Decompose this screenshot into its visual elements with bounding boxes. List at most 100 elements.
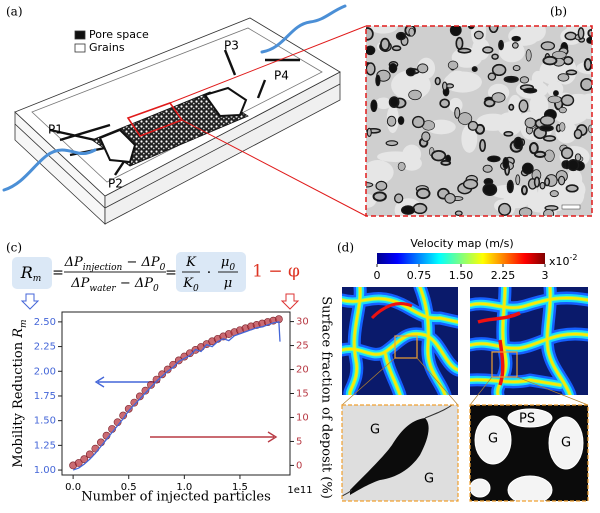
equation-text: Rm	[20, 263, 42, 284]
inset-frame	[341, 404, 459, 502]
pore	[557, 73, 570, 82]
pore	[559, 122, 566, 132]
pore	[454, 210, 463, 216]
pore	[375, 180, 388, 191]
data-point	[130, 398, 139, 407]
chart: 0.0 0.5 1.0 1.5 1.00 1.25 1.50 1.75 2.00 2.25 2.50…	[11, 296, 334, 504]
grain-patch	[461, 124, 478, 153]
flow-channel	[342, 297, 458, 324]
micrograph	[366, 26, 592, 216]
high-velocity	[370, 302, 413, 320]
pore	[491, 63, 507, 77]
pore	[524, 117, 536, 128]
pore	[412, 202, 428, 215]
grain-patch	[547, 81, 564, 98]
zoom-box	[491, 351, 518, 378]
equation-text: ΔPwater − ΔP0	[70, 276, 159, 294]
pore	[518, 207, 533, 216]
pore	[564, 159, 570, 170]
pore	[558, 106, 567, 114]
grain-patch	[508, 94, 523, 121]
pore	[457, 47, 472, 54]
pore	[542, 135, 557, 142]
flow-channel	[470, 296, 588, 309]
equation-part: ΔP	[70, 276, 89, 291]
pore	[434, 76, 441, 86]
equation-part: 0	[193, 284, 199, 294]
y-tick-label: 2.00	[34, 366, 56, 377]
pore	[482, 46, 494, 54]
equation-part: 0	[229, 263, 235, 273]
pore	[539, 115, 555, 126]
y-axis-label-part: Mobility Reduction	[11, 338, 26, 468]
pore	[366, 127, 372, 138]
inset-label: G	[561, 436, 571, 451]
grain	[507, 408, 553, 428]
grain	[474, 415, 512, 465]
y2-tick-label: 20	[296, 365, 309, 376]
x-offset: 1e11	[287, 485, 312, 496]
pore	[397, 161, 406, 171]
data-point	[85, 450, 94, 459]
pore	[405, 67, 416, 77]
pore	[574, 153, 582, 162]
colorbar-title: Velocity map (m/s)	[410, 237, 513, 250]
pore	[479, 139, 486, 152]
y-tick-label: 1.25	[34, 440, 56, 451]
pore	[388, 63, 398, 74]
pore	[391, 45, 402, 52]
pore	[442, 81, 448, 91]
pore	[491, 53, 499, 60]
equation-part: m	[33, 274, 42, 284]
scale-bar	[561, 204, 581, 210]
pore	[498, 39, 504, 51]
pore	[553, 90, 559, 97]
equation-part: K	[182, 276, 194, 291]
y-tick-label: 1.75	[34, 391, 56, 402]
equation-text: ΔPinjection − ΔP0	[64, 255, 166, 273]
colorbar-tick-label: 3	[542, 269, 549, 282]
pore	[573, 128, 583, 140]
flow-channel	[496, 287, 508, 395]
zoom-frame	[365, 25, 593, 217]
flow-channel	[383, 350, 402, 395]
x-tick-label: 1.5	[232, 482, 248, 493]
pore	[411, 115, 425, 129]
pore	[549, 190, 559, 198]
pore	[583, 57, 592, 71]
pore	[502, 157, 510, 170]
data-point	[152, 375, 161, 384]
port-label: P4	[274, 69, 289, 83]
grain-patch	[366, 160, 394, 185]
y2-tick-label: 5	[296, 436, 302, 447]
flow-channel	[546, 287, 572, 395]
flow-channel	[348, 287, 362, 395]
y2-tick-label: 10	[296, 412, 309, 423]
pore	[513, 136, 524, 150]
pore	[520, 185, 528, 196]
port-label: P1	[48, 123, 63, 137]
pore	[431, 149, 447, 162]
y-axis-label-part: m	[19, 319, 29, 328]
pore	[473, 30, 484, 40]
inset-frame	[469, 404, 589, 502]
pore	[543, 208, 555, 216]
grain	[548, 416, 584, 470]
pore	[525, 49, 532, 62]
pore	[454, 107, 461, 119]
equation-part: − ΔP	[122, 255, 160, 270]
scale-base: x10	[549, 255, 570, 268]
y-tick-label: 1.00	[34, 465, 56, 476]
velocity-maps: G G PS G G	[341, 287, 589, 502]
pore	[552, 50, 567, 59]
equation-text: =	[165, 265, 177, 281]
pore	[586, 36, 592, 44]
arrow-icon	[280, 293, 300, 310]
colorbar	[377, 253, 545, 264]
equation-text: 1 − φ	[252, 262, 300, 282]
pore	[565, 69, 578, 76]
y2-tick-label: 15	[296, 389, 309, 400]
pore	[503, 130, 514, 137]
pore	[487, 155, 501, 163]
